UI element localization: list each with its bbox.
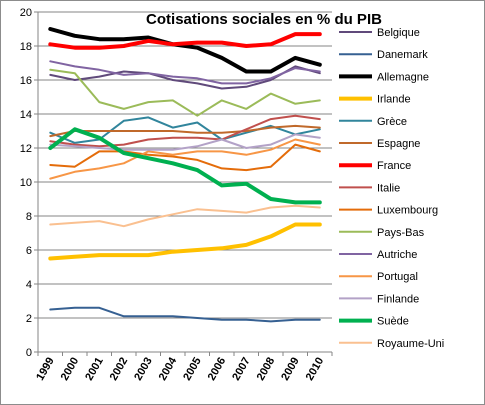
legend-label-gr-ce: Grèce	[377, 116, 407, 128]
series-line-royaume-uni	[49, 204, 321, 228]
x-tick-label: 2002	[108, 356, 131, 383]
legend-label-france: France	[377, 160, 411, 172]
legend-label-allemagne: Allemagne	[377, 71, 429, 83]
x-tick-label: 2006	[206, 356, 229, 383]
series-line-su-de	[48, 127, 322, 205]
y-tick-label: 14	[20, 109, 32, 121]
y-axis-ticks: 0 2 4 6 8 10 12 14 16 18 20	[20, 7, 38, 359]
series-line-portugal	[49, 138, 321, 180]
series-line-pays-bas	[49, 68, 321, 117]
x-tick-label: 2010	[304, 356, 327, 383]
chart-title: Cotisations sociales en % du PIB	[146, 11, 382, 28]
x-tick-label: 1999	[34, 356, 57, 383]
series-line-belgique	[49, 65, 321, 90]
x-tick-label: 2005	[181, 356, 204, 383]
legend-label-pays-bas: Pays-Bas	[377, 227, 425, 239]
legend: Belgique Danemark Allemagne Irlande Grèce Esp…	[339, 27, 444, 350]
series-line-finlande	[49, 133, 321, 151]
x-tick-label: 2001	[83, 356, 106, 383]
y-tick-label: 8	[26, 211, 32, 223]
legend-label-irlande: Irlande	[377, 94, 411, 106]
y-tick-label: 10	[20, 177, 32, 189]
y-tick-label: 6	[26, 245, 32, 257]
series-line-italie	[49, 114, 321, 148]
x-axis-ticks: 1999 2000 2001 2002 2003 2004 2005 2006 2007 2008…	[34, 352, 333, 383]
y-tick-label: 16	[20, 75, 32, 87]
y-tick-label: 20	[20, 7, 32, 19]
legend-label-royaume-uni: Royaume-Uni	[377, 338, 444, 350]
series-line-luxembourg	[49, 143, 321, 172]
legend-label-espagne: Espagne	[377, 138, 420, 150]
legend-label-danemark: Danemark	[377, 49, 428, 61]
y-tick-label: 18	[20, 41, 32, 53]
legend-label-su-de: Suède	[377, 316, 409, 328]
y-tick-label: 4	[26, 279, 32, 291]
axes	[37, 12, 332, 353]
x-tick-label: 2004	[157, 355, 180, 383]
series-line-france	[48, 32, 322, 50]
series-line-autriche	[49, 60, 321, 85]
x-tick-label: 2003	[132, 356, 155, 383]
legend-label-luxembourg: Luxembourg	[377, 205, 438, 217]
x-tick-label: 2000	[59, 356, 82, 383]
series-line-irlande	[48, 222, 322, 261]
series-line-allemagne	[48, 27, 322, 74]
series-line-danemark	[49, 306, 321, 323]
legend-label-finlande: Finlande	[377, 293, 419, 305]
x-tick-label: 2009	[279, 356, 302, 383]
y-tick-label: 0	[26, 347, 32, 359]
y-tick-label: 12	[20, 143, 32, 155]
legend-label-autriche: Autriche	[377, 249, 417, 261]
series-lines	[48, 27, 322, 323]
legend-label-italie: Italie	[377, 182, 400, 194]
legend-label-portugal: Portugal	[377, 271, 418, 283]
legend-label-belgique: Belgique	[377, 27, 420, 39]
x-tick-label: 2007	[230, 356, 253, 383]
series-line-espagne	[49, 124, 321, 138]
y-tick-label: 2	[26, 313, 32, 325]
x-tick-label: 2008	[255, 356, 278, 383]
